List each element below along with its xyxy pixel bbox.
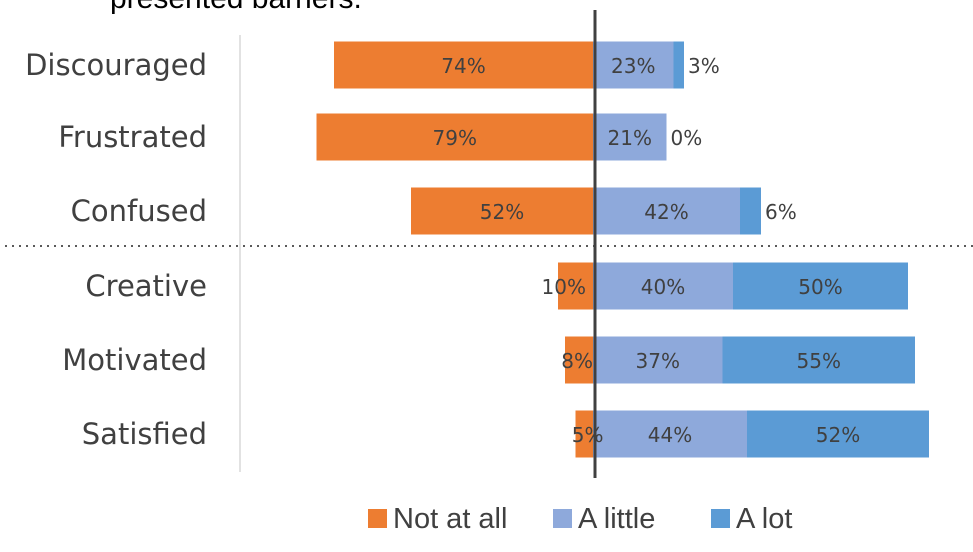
data-label-a-lot-discouraged: 3% [688,54,720,78]
bar-a-lot-discouraged [673,41,684,89]
legend-label-a-little: A little [578,503,655,535]
bars [316,41,929,458]
bar-not-at-all-discouraged [334,41,593,89]
bar-a-little-frustrated [593,113,667,161]
bar-not-at-all-motivated [565,336,593,384]
legend: Not at all A little A lot [368,503,792,535]
bar-a-lot-confused [740,187,761,235]
data-label-a-little-creative: 40% [641,275,685,299]
bar-a-lot-creative [733,262,908,310]
bar-a-little-motivated [593,336,723,384]
bar-not-at-all-frustrated [316,113,593,161]
data-label-not-at-all-confused: 52% [480,200,524,224]
data-label-a-little-motivated: 37% [636,349,680,373]
bar-not-at-all-confused [411,187,593,235]
legend-label-not-at-all: Not at all [393,503,507,535]
data-label-not-at-all-creative: 10% [542,275,586,299]
data-label-a-little-confused: 42% [644,200,688,224]
data-label-a-lot-frustrated: 0% [671,126,703,150]
bar-a-little-satisfied [593,410,747,458]
legend-label-a-lot: A lot [736,503,792,535]
data-label-a-little-frustrated: 21% [608,126,652,150]
data-label-not-at-all-discouraged: 74% [441,54,485,78]
data-label-a-lot-confused: 6% [765,200,797,224]
bar-a-little-confused [593,187,740,235]
bar-a-little-discouraged [593,41,674,89]
category-label-motivated: Motivated [62,343,207,377]
bar-a-little-creative [593,262,733,310]
category-label-satisfied: Satisfied [82,417,207,451]
bar-not-at-all-creative [558,262,593,310]
legend-swatch-not-at-all [368,509,387,528]
data-label-a-little-discouraged: 23% [611,54,655,78]
category-label-discouraged: Discouraged [25,48,207,82]
caption-text-fragment: presented barriers. [110,0,362,16]
bar-not-at-all-satisfied [575,410,593,458]
data-label-a-lot-motivated: 55% [797,349,841,373]
category-label-frustrated: Frustrated [58,120,207,154]
data-label-a-little-satisfied: 44% [648,423,692,447]
category-labels: Discouraged Frustrated Confused Creative Mot… [25,48,207,451]
data-label-not-at-all-motivated: 8% [561,349,593,373]
category-label-creative: Creative [85,269,207,303]
data-label-not-at-all-frustrated: 79% [433,126,477,150]
data-labels: 74% 23% 3% 79% 21% 0% 52% 42% 6% 10% 40% 50% 8% 37% 55… [433,54,861,447]
legend-swatch-a-little [553,509,572,528]
data-label-a-lot-satisfied: 52% [816,423,860,447]
data-label-a-lot-creative: 50% [798,275,842,299]
data-label-not-at-all-satisfied: 5% [572,423,604,447]
bar-a-lot-satisfied [747,410,929,458]
legend-swatch-a-lot [711,509,730,528]
bar-a-lot-motivated [722,336,915,384]
category-label-confused: Confused [71,194,207,228]
